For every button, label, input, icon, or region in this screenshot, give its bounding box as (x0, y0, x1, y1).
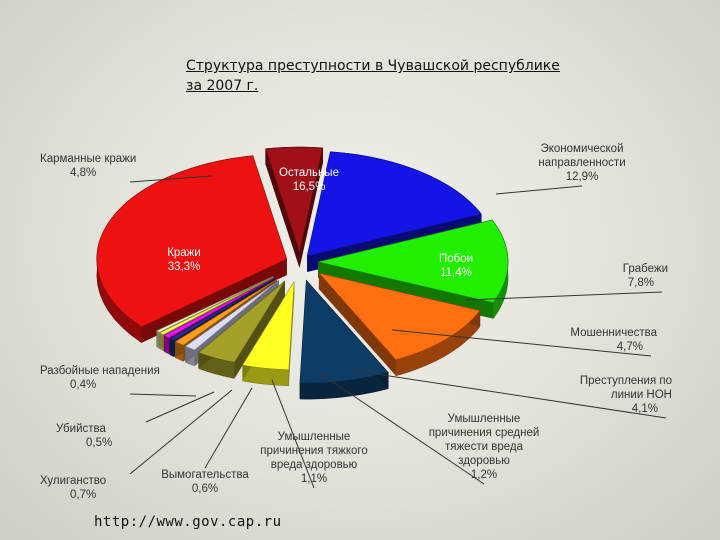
pie-value-label: 33,3% (168, 261, 201, 273)
pie-slice (163, 277, 275, 339)
pie-name-label: тяжести вреда (445, 441, 524, 453)
pie-label: Грабежи 7,8% (623, 263, 668, 289)
pie-name-label: причинения тяжкого (260, 445, 368, 457)
pie-name-label: Умышленные (448, 413, 521, 425)
pie-name-label: Мошенничества (570, 327, 657, 339)
pie-name-label: причинения средней (429, 427, 540, 439)
pie-leader-line (271, 379, 315, 489)
pie-label: Вымогательства 0,6% (161, 469, 249, 495)
pie-slice-cut (185, 280, 279, 363)
pie-value-label: 12,9% (566, 171, 599, 183)
pie-value-label: 7,8% (628, 277, 654, 289)
pie-value-label: 1,2% (471, 469, 497, 481)
pie-slice-cut (318, 273, 396, 376)
pie-slice (159, 276, 274, 336)
pie-labels: Остальные 16,5% Экономической направленност… (40, 143, 672, 501)
pie-slice-cut (265, 148, 300, 269)
pie-name-label: Преступления по (580, 375, 672, 387)
pie-slice (96, 155, 288, 328)
pie-leader-line (129, 393, 197, 397)
pie-value-label: 0,5% (86, 437, 112, 449)
pie-name-label: Убийства (56, 423, 106, 435)
pie-leader-line (495, 185, 583, 195)
pie-value-label: 1,1% (301, 473, 327, 485)
pie-name-label: Разбойные нападения (40, 365, 160, 377)
pie-leader-line (349, 369, 667, 419)
pie-slice (265, 146, 324, 254)
pie-value-label: 0,7% (70, 489, 96, 501)
pie-slice-cut (299, 147, 323, 269)
pie-leader-line (129, 389, 233, 475)
pie-slice (155, 276, 273, 333)
pie-label: Остальные 16,5% (279, 167, 339, 193)
pie-leader-line (129, 175, 213, 183)
pie-label: Разбойные нападения 0,4% (40, 365, 160, 391)
pie-slice (306, 151, 482, 257)
chart-title: Структура преступности в Чувашской респу… (186, 56, 560, 96)
chart-title-line-1: Структура преступности в Чувашской респу… (186, 58, 560, 74)
pie-slices (96, 146, 509, 400)
pie-name-label: Хулиганство (40, 475, 106, 487)
pie-name-label: Побои (439, 253, 473, 265)
pie-slice (184, 279, 280, 351)
pie-name-label: Умышленные (278, 431, 351, 443)
pie-value-label: 0,6% (192, 483, 218, 495)
pie-name-label: Вымогательства (161, 469, 249, 481)
pie-label: Умышленные причинения средней тяжести вред… (429, 413, 540, 481)
pie-value-label: 0,4% (70, 379, 96, 391)
pie-label: Преступления по линии НОН 4,1% (580, 375, 672, 415)
pie-value-label: 4,8% (70, 167, 96, 179)
pie-name-label: Карманные кражи (40, 153, 136, 165)
pie-label: Умышленные причинения тяжкого вреда здоров… (260, 431, 368, 485)
pie-name-label: Грабежи (623, 263, 668, 275)
pie-value-label: 4,1% (632, 403, 658, 415)
pie-leader-line (465, 291, 663, 301)
pie-label: Убийства 0,5% (56, 423, 112, 449)
pie-name-label: Экономической (540, 143, 623, 155)
pie-slice (317, 219, 509, 304)
pie-name-label: здоровью (458, 455, 510, 467)
pie-leader-line (317, 371, 485, 485)
pie-slice (242, 281, 295, 371)
pie-value-label: 16,5% (293, 181, 326, 193)
pie-slice (169, 278, 276, 342)
pie-value-label: 11,4% (440, 267, 472, 279)
pie-label: Побои 11,4% (439, 253, 473, 279)
pie-slice (318, 272, 481, 361)
pie-leader-line (391, 329, 652, 357)
pie-label: Хулиганство 0,7% (40, 475, 106, 501)
pie-name-label: Остальные (279, 167, 339, 179)
source-url: http://www.gov.cap.ru (94, 514, 282, 530)
pie-label: Карманные кражи 4,8% (40, 153, 136, 179)
pie-value-label: 4,7% (617, 341, 643, 353)
pie-name-label: вреда здоровью (271, 459, 358, 471)
pie-name-label: линии НОН (611, 389, 672, 401)
pie-label: Кражи 33,3% (167, 247, 201, 273)
pie-slice (198, 280, 286, 363)
pie-label: Мошенничества 4,7% (570, 327, 657, 353)
pie-slice (299, 279, 389, 384)
chart-title-line-2: за 2007 г. (186, 78, 259, 94)
pie-slice (174, 278, 278, 346)
pie-label: Экономической направленности 12,9% (538, 143, 625, 183)
pie-name-label: направленности (538, 157, 625, 169)
pie-name-label: Кражи (167, 247, 201, 259)
pie-leader-line (204, 387, 253, 469)
pie-leader-line (145, 391, 215, 423)
